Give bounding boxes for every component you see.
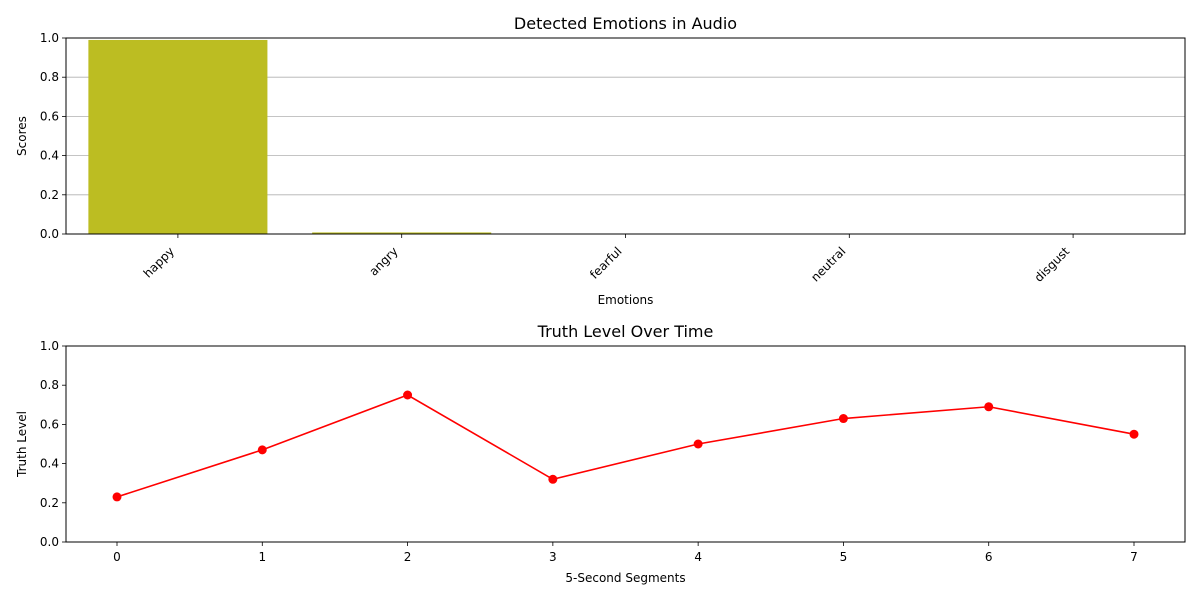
line-chart-y-ticks: 0.0 0.2 0.4 0.6 0.8 1.0 [40, 339, 66, 549]
bar-chart-y-ticks: 0.0 0.2 0.4 0.6 0.8 1.0 [40, 31, 66, 241]
bar-chart-y-tick-label: 0.0 [40, 227, 59, 241]
bar-chart-x-tick-label: disgust [1032, 244, 1073, 285]
line-chart-x-tick-label: 0 [113, 550, 121, 564]
line-chart-y-tick-label: 0.6 [40, 417, 59, 431]
truth-level-point [257, 445, 267, 455]
line-chart-y-tick-label: 1.0 [40, 339, 59, 353]
line-chart-y-tick-label: 0.4 [40, 457, 59, 471]
truth-level-point [838, 414, 848, 424]
line-chart-y-tick-label: 0.0 [40, 535, 59, 549]
bar-chart-y-tick-label: 0.2 [40, 188, 59, 202]
truth-line-chart: Truth Level Over Time 0.0 0.2 0.4 0.6 0.8 1.0… [15, 322, 1186, 585]
line-chart-frame [65, 345, 1186, 543]
bar-chart-title: Detected Emotions in Audio [514, 14, 737, 33]
bar-chart-x-tick-label: neutral [808, 244, 848, 284]
line-chart-x-tick-label: 2 [404, 550, 412, 564]
truth-level-point [112, 492, 122, 502]
bar-chart-x-axis-label: Emotions [598, 293, 654, 307]
bar-chart-x-tick-label: fearful [587, 244, 625, 282]
bar-happy [88, 39, 268, 235]
truth-level-point [403, 390, 413, 400]
bar-chart-y-axis-label: Scores [15, 116, 29, 156]
line-chart-y-tick-label: 0.8 [40, 378, 59, 392]
line-chart-x-tick-label: 6 [985, 550, 993, 564]
truth-level-point [1129, 429, 1139, 439]
line-chart-title: Truth Level Over Time [537, 322, 714, 341]
truth-level-point [693, 439, 703, 449]
line-chart-y-axis-label: Truth Level [15, 411, 29, 478]
bar-chart-y-tick-label: 0.8 [40, 70, 59, 84]
truth-level-point [548, 474, 558, 484]
line-chart-y-tick-label: 0.2 [40, 496, 59, 510]
line-chart-x-ticks: 0 1 2 3 4 5 6 7 [113, 542, 1138, 564]
truth-level-point [984, 402, 994, 412]
line-chart-series [112, 390, 1139, 502]
line-chart-x-tick-label: 1 [258, 550, 266, 564]
bar-chart-x-tick-label: happy [141, 244, 177, 280]
bar-chart-x-ticks: happy angry fearful neutral disgust [141, 234, 1074, 285]
bar-angry [312, 232, 492, 234]
bar-chart-bars [88, 39, 1163, 235]
line-chart-x-tick-label: 3 [549, 550, 557, 564]
emotions-bar-chart: Detected Emotions in Audio 0.00.20.40.60… [15, 14, 1186, 307]
line-chart-x-tick-label: 5 [840, 550, 848, 564]
line-chart-x-axis-label: 5-Second Segments [565, 571, 685, 585]
bar-chart-y-tick-label: 0.6 [40, 109, 59, 123]
bar-chart-y-tick-label: 0.4 [40, 149, 59, 163]
line-chart-x-tick-label: 7 [1130, 550, 1138, 564]
bar-chart-y-tick-label: 1.0 [40, 31, 59, 45]
bar-chart-x-tick-label: angry [366, 244, 400, 278]
line-chart-x-tick-label: 4 [694, 550, 702, 564]
truth-level-line [116, 394, 1135, 498]
